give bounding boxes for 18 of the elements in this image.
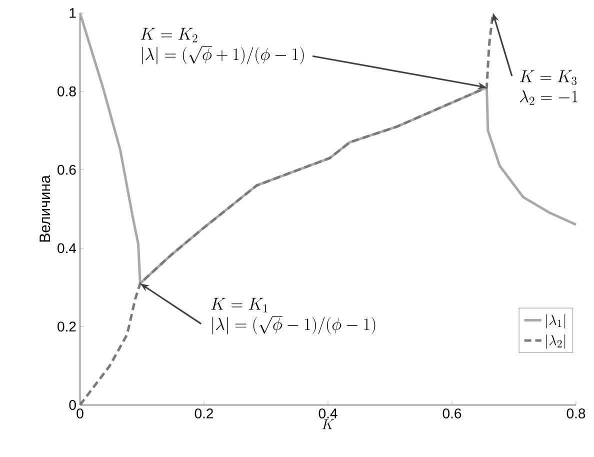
y-tick-label: 0.8 xyxy=(58,86,76,96)
annotation: $\begin{array}{l}K=K_3\\\lambda_2=-1\end{array}$ xyxy=(520,70,578,105)
x-tick-label: 0.4 xyxy=(318,408,338,418)
annotation: $\begin{array}{l}K=K_2\\|\lambda|=(\sqrt{\phi}+1)/(\phi-1)\end{array}$ xyxy=(140,28,304,64)
x-tick-label: 0.6 xyxy=(442,408,462,418)
legend-label: $|\lambda_2|$ xyxy=(546,334,566,349)
x-tick-label: 0.2 xyxy=(194,408,214,418)
legend-label: $|\lambda_1|$ xyxy=(546,314,566,328)
y-tick-label: 1 xyxy=(70,8,76,18)
y-tick-label: 0 xyxy=(69,400,76,410)
x-tick-label: 0 xyxy=(76,408,84,418)
y-tick-label: 0.6 xyxy=(58,164,76,175)
x-axis-title: $K$ xyxy=(322,419,334,430)
x-tick-label: 0.8 xyxy=(566,408,586,418)
y-axis-title: Величина xyxy=(40,175,50,242)
y-tick-label: 0.2 xyxy=(58,322,76,332)
annotation: $\begin{array}{l}K=K_1\\|\lambda|=(\sqrt{\phi}-1)/(\phi-1)\end{array}$ xyxy=(211,298,376,334)
y-tick-label: 0.4 xyxy=(58,243,76,254)
